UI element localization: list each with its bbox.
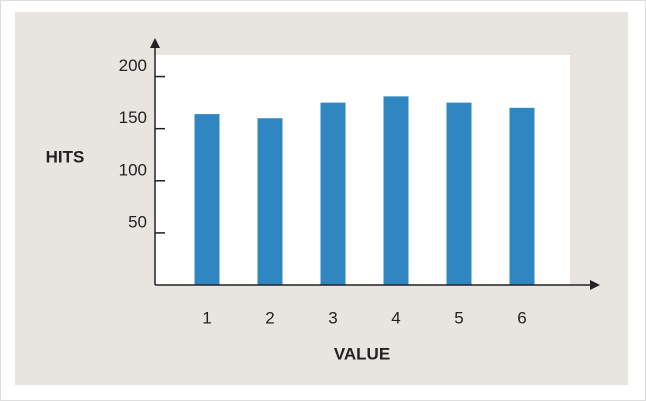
x-tick-label: 6 bbox=[517, 308, 526, 327]
y-axis-arrow bbox=[150, 38, 160, 48]
y-tick-label: 100 bbox=[119, 160, 147, 179]
x-tick-label: 2 bbox=[265, 308, 274, 327]
x-tick-label: 1 bbox=[202, 308, 211, 327]
x-tick-label: 3 bbox=[328, 308, 337, 327]
bar bbox=[509, 107, 535, 286]
bar bbox=[320, 102, 346, 286]
bar bbox=[446, 102, 472, 286]
x-axis-label: VALUE bbox=[334, 344, 390, 363]
y-tick-label: 50 bbox=[128, 212, 147, 231]
bar bbox=[194, 114, 220, 285]
bar bbox=[383, 96, 409, 285]
x-axis-arrow bbox=[590, 280, 600, 290]
x-tick-label: 5 bbox=[454, 308, 463, 327]
y-axis-label: HITS bbox=[46, 147, 85, 166]
y-tick-label: 150 bbox=[119, 108, 147, 127]
plot-area bbox=[155, 55, 570, 285]
bar bbox=[257, 118, 283, 285]
y-tick-label: 200 bbox=[119, 56, 147, 75]
x-tick-label: 4 bbox=[391, 308, 400, 327]
